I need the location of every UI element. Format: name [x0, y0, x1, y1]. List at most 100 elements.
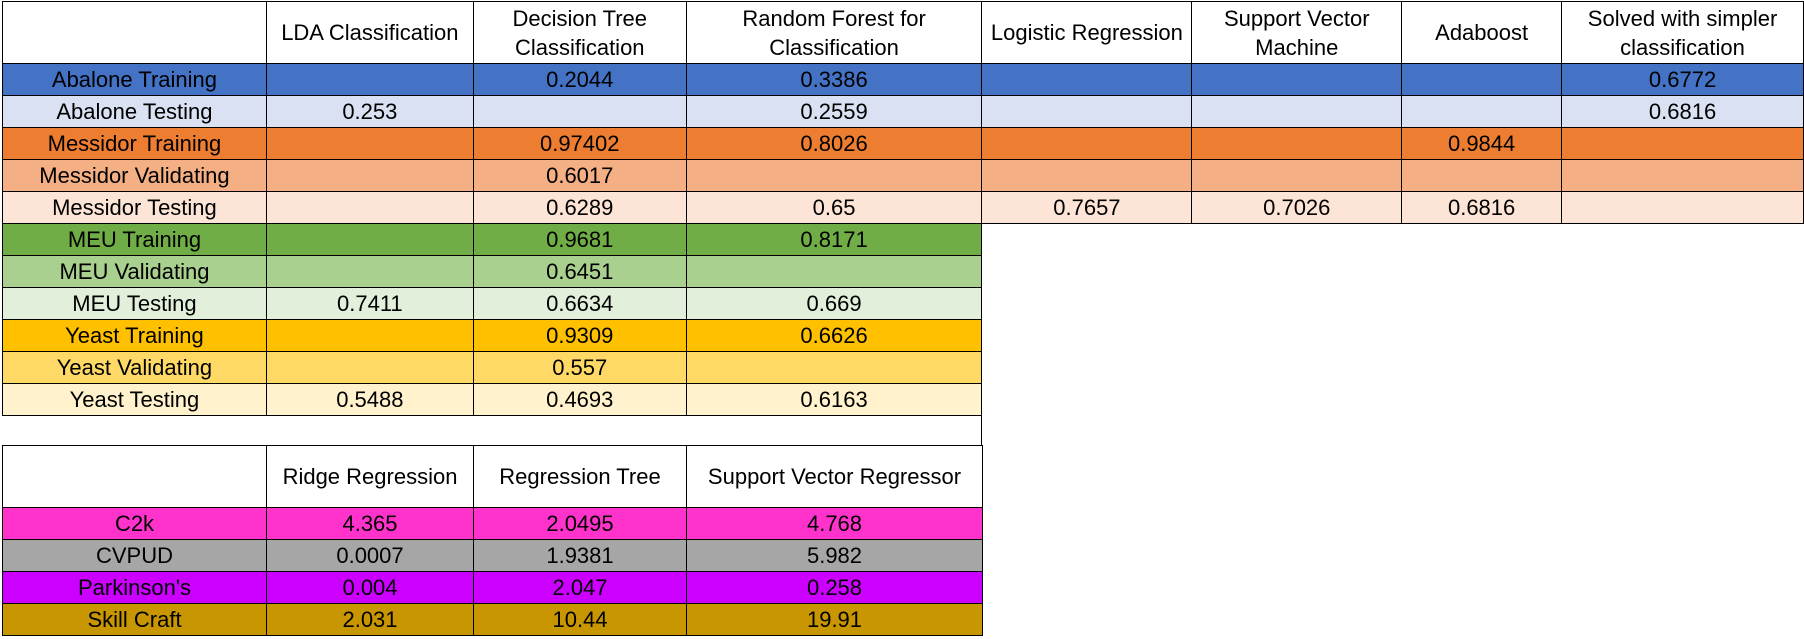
empty-cell — [1401, 383, 1562, 416]
table-row: Messidor Testing 0.6289 0.65 0.7657 0.7026 0.… — [2, 191, 1804, 224]
value-cell: 0.9844 — [1401, 127, 1563, 160]
value-cell — [265, 127, 474, 160]
value-cell — [265, 191, 474, 224]
value-cell: 0.0007 — [266, 539, 474, 572]
value-cell: 5.982 — [686, 539, 983, 572]
value-cell: 0.97402 — [472, 127, 687, 160]
empty-cell — [1401, 255, 1562, 288]
empty-cell — [1401, 319, 1562, 352]
empty-cell — [1191, 287, 1402, 320]
empty-cell — [1401, 287, 1562, 320]
value-cell: 0.6289 — [472, 191, 687, 224]
value-cell: 2.0495 — [473, 507, 687, 540]
regression-results-table: Ridge Regression Regression Tree Support V… — [2, 445, 983, 636]
table-row: MEU Testing 0.7411 0.6634 0.669 — [2, 287, 1804, 320]
value-cell: 0.258 — [686, 571, 983, 604]
row-label: Messidor Validating — [2, 159, 267, 192]
value-cell: 0.6451 — [472, 255, 687, 288]
row-label: Messidor Training — [2, 127, 267, 160]
empty-cell — [1191, 223, 1402, 256]
row-label: Abalone Testing — [2, 95, 267, 128]
table-row: CVPUD 0.0007 1.9381 5.982 — [2, 539, 983, 572]
table-row: Yeast Validating 0.557 — [2, 351, 1804, 384]
empty-cell — [981, 255, 1192, 288]
row-label: C2k — [2, 507, 267, 540]
value-cell: 0.6772 — [1561, 63, 1804, 96]
value-cell — [1191, 127, 1403, 160]
value-cell: 4.365 — [266, 507, 474, 540]
value-cell: 0.6634 — [472, 287, 687, 320]
value-cell: 0.669 — [685, 287, 983, 320]
value-cell — [981, 127, 1193, 160]
value-cell: 0.8171 — [685, 223, 983, 256]
empty-cell — [981, 319, 1192, 352]
value-cell — [265, 319, 474, 352]
row-label: Yeast Training — [2, 319, 267, 352]
value-cell — [1401, 159, 1563, 192]
value-cell: 10.44 — [473, 603, 687, 636]
table-row: Abalone Training 0.2044 0.3386 0.6772 — [2, 63, 1804, 96]
value-cell: 0.6017 — [472, 159, 687, 192]
row-label: CVPUD — [2, 539, 267, 572]
value-cell: 19.91 — [686, 603, 983, 636]
value-cell — [981, 159, 1193, 192]
empty-cell — [1401, 223, 1562, 256]
table-row: MEU Validating 0.6451 — [2, 255, 1804, 288]
row-label: Abalone Training — [2, 63, 267, 96]
value-cell: 0.7026 — [1191, 191, 1403, 224]
table-row: C2k 4.365 2.0495 4.768 — [2, 507, 983, 540]
empty-cell — [1561, 287, 1804, 320]
value-cell — [265, 255, 474, 288]
value-cell — [1561, 127, 1804, 160]
value-cell: 0.6626 — [685, 319, 983, 352]
empty-cell — [1191, 255, 1402, 288]
column-header: Support Vector Regressor — [686, 445, 983, 508]
value-cell: 0.253 — [265, 95, 474, 128]
value-cell — [265, 159, 474, 192]
value-cell: 0.6816 — [1561, 95, 1804, 128]
value-cell — [685, 255, 983, 288]
column-header: Regression Tree — [473, 445, 687, 508]
empty-cell — [1561, 223, 1804, 256]
value-cell — [265, 351, 474, 384]
value-cell — [981, 63, 1193, 96]
empty-cell — [981, 287, 1192, 320]
column-header: Random Forest for Classification — [685, 1, 983, 64]
value-cell — [1191, 159, 1403, 192]
value-cell — [1561, 191, 1804, 224]
value-cell — [1191, 63, 1403, 96]
value-cell: 0.4693 — [472, 383, 687, 416]
value-cell: 0.6163 — [685, 383, 983, 416]
value-cell: 0.5488 — [265, 383, 474, 416]
table-row: Skill Craft 2.031 10.44 19.91 — [2, 603, 983, 636]
value-cell: 2.031 — [266, 603, 474, 636]
row-label: MEU Testing — [2, 287, 267, 320]
column-header: Adaboost — [1401, 1, 1563, 64]
value-cell: 0.7657 — [981, 191, 1193, 224]
row-label: Yeast Testing — [2, 383, 267, 416]
table-row: MEU Training 0.9681 0.8171 — [2, 223, 1804, 256]
row-label: MEU Training — [2, 223, 267, 256]
empty-cell — [1561, 383, 1804, 416]
row-label: Yeast Validating — [2, 351, 267, 384]
table-row: Messidor Training 0.97402 0.8026 0.9844 — [2, 127, 1804, 160]
empty-cell — [1561, 351, 1804, 384]
column-header: LDA Classification — [265, 1, 474, 64]
empty-cell — [1561, 319, 1804, 352]
corner-header-cell — [2, 1, 267, 64]
value-cell: 0.6816 — [1401, 191, 1563, 224]
empty-cell — [981, 351, 1192, 384]
row-label: Skill Craft — [2, 603, 267, 636]
empty-cell — [1191, 383, 1402, 416]
row-label: Parkinson's — [2, 571, 267, 604]
classification-header-row: LDA Classification Decision Tree Classifi… — [2, 1, 1804, 64]
value-cell: 0.2559 — [685, 95, 983, 128]
empty-cell — [981, 383, 1192, 416]
value-cell — [1401, 95, 1563, 128]
value-cell — [685, 351, 983, 384]
row-label: MEU Validating — [2, 255, 267, 288]
column-header: Support Vector Machine — [1191, 1, 1403, 64]
table-row: Yeast Testing 0.5488 0.4693 0.6163 — [2, 383, 1804, 416]
value-cell — [1401, 63, 1563, 96]
value-cell: 0.7411 — [265, 287, 474, 320]
